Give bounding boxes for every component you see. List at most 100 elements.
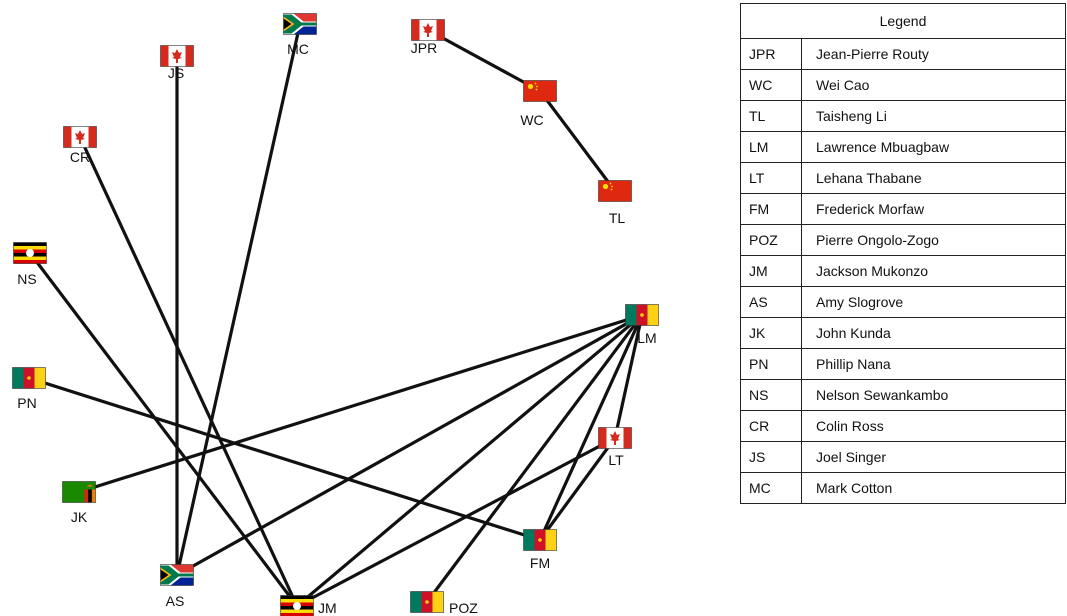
node-jk <box>62 481 96 503</box>
node-jpr <box>411 19 445 41</box>
legend-abbr: JM <box>740 255 802 287</box>
node-label: AS <box>166 593 185 609</box>
node-label: LT <box>608 452 624 468</box>
node-js <box>160 45 194 67</box>
legend-full-name: Pierre Ongolo-Zogo <box>801 224 1066 256</box>
node-label: FM <box>530 555 550 571</box>
node-wc <box>523 80 557 102</box>
legend-title: Legend <box>740 3 1066 39</box>
edge-wc-tl <box>538 90 617 192</box>
legend-body: JPR Jean-Pierre Routy WC Wei Cao TL Taisheng … <box>740 38 1066 504</box>
node-label: WC <box>520 112 543 128</box>
legend-full-name: Joel Singer <box>801 441 1066 473</box>
zambia-flag-icon <box>62 481 96 503</box>
legend-abbr: TL <box>740 100 802 132</box>
canada-flag-icon <box>598 427 632 449</box>
cameroon-flag-icon <box>625 304 659 326</box>
edge-as-lm <box>176 313 643 577</box>
legend-abbr: CR <box>740 410 802 442</box>
edge-pn-fm <box>28 376 541 542</box>
canada-flag-icon <box>160 45 194 67</box>
edge-jm-lm <box>295 313 644 608</box>
legend-row: JS Joel Singer <box>740 441 1066 473</box>
legend-full-name: Colin Ross <box>801 410 1066 442</box>
node-mc <box>283 13 317 35</box>
legend-abbr: NS <box>740 379 802 411</box>
node-poz <box>410 591 444 613</box>
edge-cr-jm <box>78 136 299 607</box>
edge-fm-lt <box>538 437 617 541</box>
legend-full-name: Nelson Sewankambo <box>801 379 1066 411</box>
node-jm <box>280 595 314 616</box>
collaboration-network: JPR WC TL MC JS CR NS PN JK AS JM POZ FM LT LM <box>12 13 659 616</box>
legend-row: MC Mark Cotton <box>740 472 1066 504</box>
node-label: PN <box>17 395 36 411</box>
node-label: TL <box>609 210 626 226</box>
edge-fm-lm <box>538 314 644 541</box>
china-flag-icon <box>523 80 557 102</box>
legend-row: PN Phillip Nana <box>740 348 1066 380</box>
cameroon-flag-icon <box>410 591 444 613</box>
node-as <box>160 564 194 586</box>
legend-abbr: POZ <box>740 224 802 256</box>
edge-poz-lm <box>425 314 644 603</box>
uganda-flag-icon <box>13 242 47 264</box>
legend-abbr: WC <box>740 69 802 101</box>
legend-row: JPR Jean-Pierre Routy <box>740 38 1066 70</box>
node-label: CR <box>70 149 90 165</box>
legend-abbr: JK <box>740 317 802 349</box>
legend-row: JM Jackson Mukonzo <box>740 255 1066 287</box>
legend-full-name: Jackson Mukonzo <box>801 255 1066 287</box>
south-africa-flag-icon <box>283 13 317 35</box>
canada-flag-icon <box>411 19 445 41</box>
legend-full-name: Phillip Nana <box>801 348 1066 380</box>
legend-abbr: JPR <box>740 38 802 70</box>
node-label: JS <box>168 65 184 81</box>
legend-full-name: Mark Cotton <box>801 472 1066 504</box>
edge-mc-as <box>175 23 302 576</box>
legend-full-name: Jean-Pierre Routy <box>801 38 1066 70</box>
legend-row: FM Frederick Morfaw <box>740 193 1066 225</box>
legend-full-name: Frederick Morfaw <box>801 193 1066 225</box>
edge-jpr-wc <box>427 28 541 93</box>
legend-full-name: Taisheng Li <box>801 100 1066 132</box>
legend-abbr: JS <box>740 441 802 473</box>
legend-full-name: John Kunda <box>801 317 1066 349</box>
node-tl <box>598 180 632 202</box>
legend-row: TL Taisheng Li <box>740 100 1066 132</box>
node-label: JK <box>71 509 88 525</box>
legend-full-name: Wei Cao <box>801 69 1066 101</box>
legend-row: CR Colin Ross <box>740 410 1066 442</box>
legend-table: Legend JPR Jean-Pierre Routy WC Wei Cao TL Ta… <box>740 3 1066 504</box>
cameroon-flag-icon <box>12 367 46 389</box>
legend-row: POZ Pierre Ongolo-Zogo <box>740 224 1066 256</box>
legend-row: LT Lehana Thabane <box>740 162 1066 194</box>
canada-flag-icon <box>63 126 97 148</box>
uganda-flag-icon <box>280 595 314 616</box>
edge-ns-jm <box>28 252 299 607</box>
node-label: JM <box>318 600 337 616</box>
node-label: JPR <box>411 40 437 56</box>
cameroon-flag-icon <box>523 529 557 551</box>
legend-full-name: Amy Slogrove <box>801 286 1066 318</box>
legend-row: WC Wei Cao <box>740 69 1066 101</box>
legend-abbr: LT <box>740 162 802 194</box>
legend-abbr: LM <box>740 131 802 163</box>
south-africa-flag-icon <box>160 564 194 586</box>
legend-row: AS Amy Slogrove <box>740 286 1066 318</box>
node-cr <box>63 126 97 148</box>
edge-jk-lm <box>78 313 643 494</box>
edge-jm-lt <box>296 436 616 608</box>
node-ns <box>13 242 47 264</box>
legend-abbr: PN <box>740 348 802 380</box>
network-edges <box>28 23 644 608</box>
china-flag-icon <box>598 180 632 202</box>
legend-full-name: Lawrence Mbuagbaw <box>801 131 1066 163</box>
node-pn <box>12 367 46 389</box>
network-nodes: JPR WC TL MC JS CR NS PN JK AS JM POZ FM LT LM <box>12 13 659 616</box>
legend-row: NS Nelson Sewankambo <box>740 379 1066 411</box>
node-fm <box>523 529 557 551</box>
legend-abbr: AS <box>740 286 802 318</box>
node-label: LM <box>637 330 656 346</box>
legend-row: LM Lawrence Mbuagbaw <box>740 131 1066 163</box>
